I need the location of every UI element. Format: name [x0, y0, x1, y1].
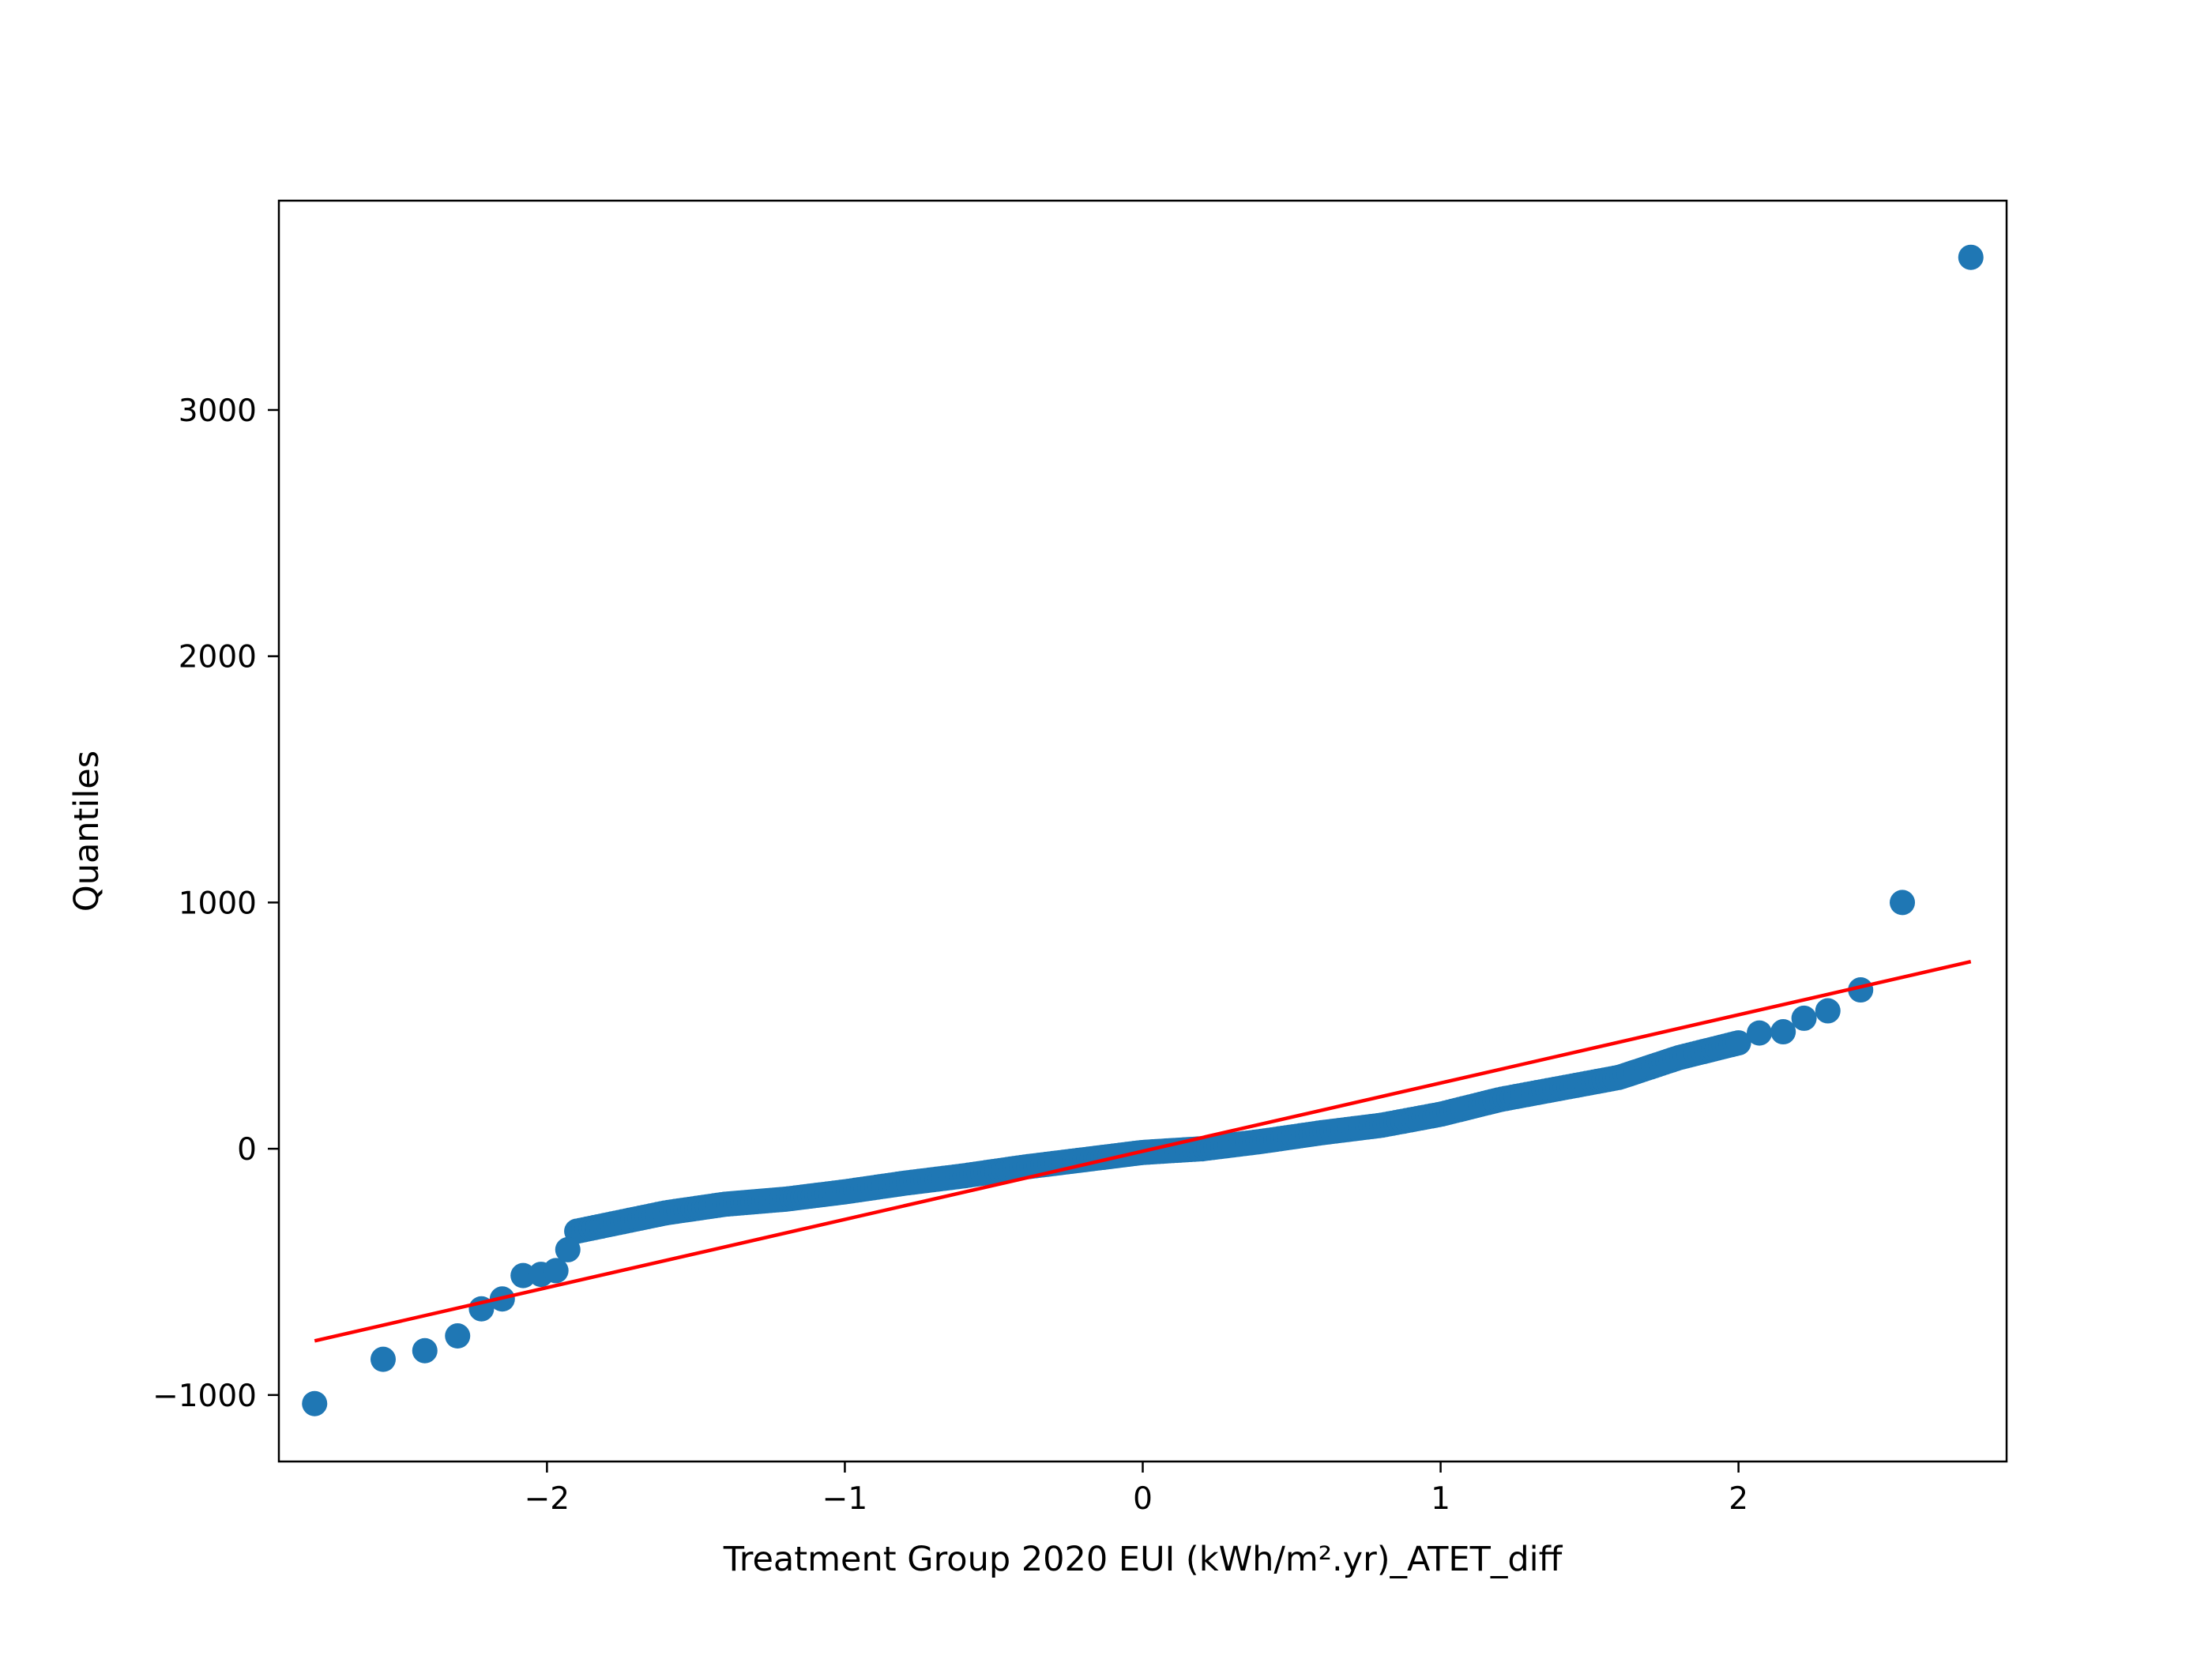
y-tick-label: 2000	[179, 640, 257, 675]
data-point	[555, 1236, 581, 1262]
data-point	[302, 1390, 328, 1416]
x-tick-label: 1	[1431, 1481, 1450, 1517]
y-tick-label: 3000	[179, 393, 257, 429]
data-point	[1815, 998, 1841, 1024]
data-point	[1747, 1020, 1773, 1046]
y-tick-label: 1000	[179, 886, 257, 921]
data-point	[543, 1258, 569, 1284]
reference-line	[314, 960, 1972, 1343]
data-point	[1791, 1005, 1817, 1031]
y-tick-label: 0	[237, 1132, 257, 1168]
reference-line-layer	[314, 960, 1972, 1343]
x-tick-label: −2	[525, 1481, 570, 1517]
points-layer	[302, 244, 1984, 1416]
y-axis-ticks: −1000 0 1000 2000 3000	[152, 393, 279, 1414]
data-point	[1958, 244, 1984, 270]
data-point	[1725, 1030, 1751, 1056]
y-axis-label: Quantiles	[67, 750, 107, 912]
x-axis-label: Treatment Group 2020 EUI (kWh/m².yr)_ATE…	[723, 1540, 1563, 1579]
data-point	[370, 1346, 396, 1372]
x-tick-label: 2	[1729, 1481, 1748, 1517]
x-axis-ticks: −2 −1 0 1 2	[525, 1462, 1748, 1517]
data-point	[1770, 1019, 1796, 1045]
data-point	[1890, 890, 1916, 916]
data-point	[445, 1323, 471, 1349]
x-tick-label: 0	[1133, 1481, 1153, 1517]
data-point	[412, 1337, 438, 1364]
x-tick-label: −1	[822, 1481, 868, 1517]
y-tick-label: −1000	[152, 1379, 257, 1414]
